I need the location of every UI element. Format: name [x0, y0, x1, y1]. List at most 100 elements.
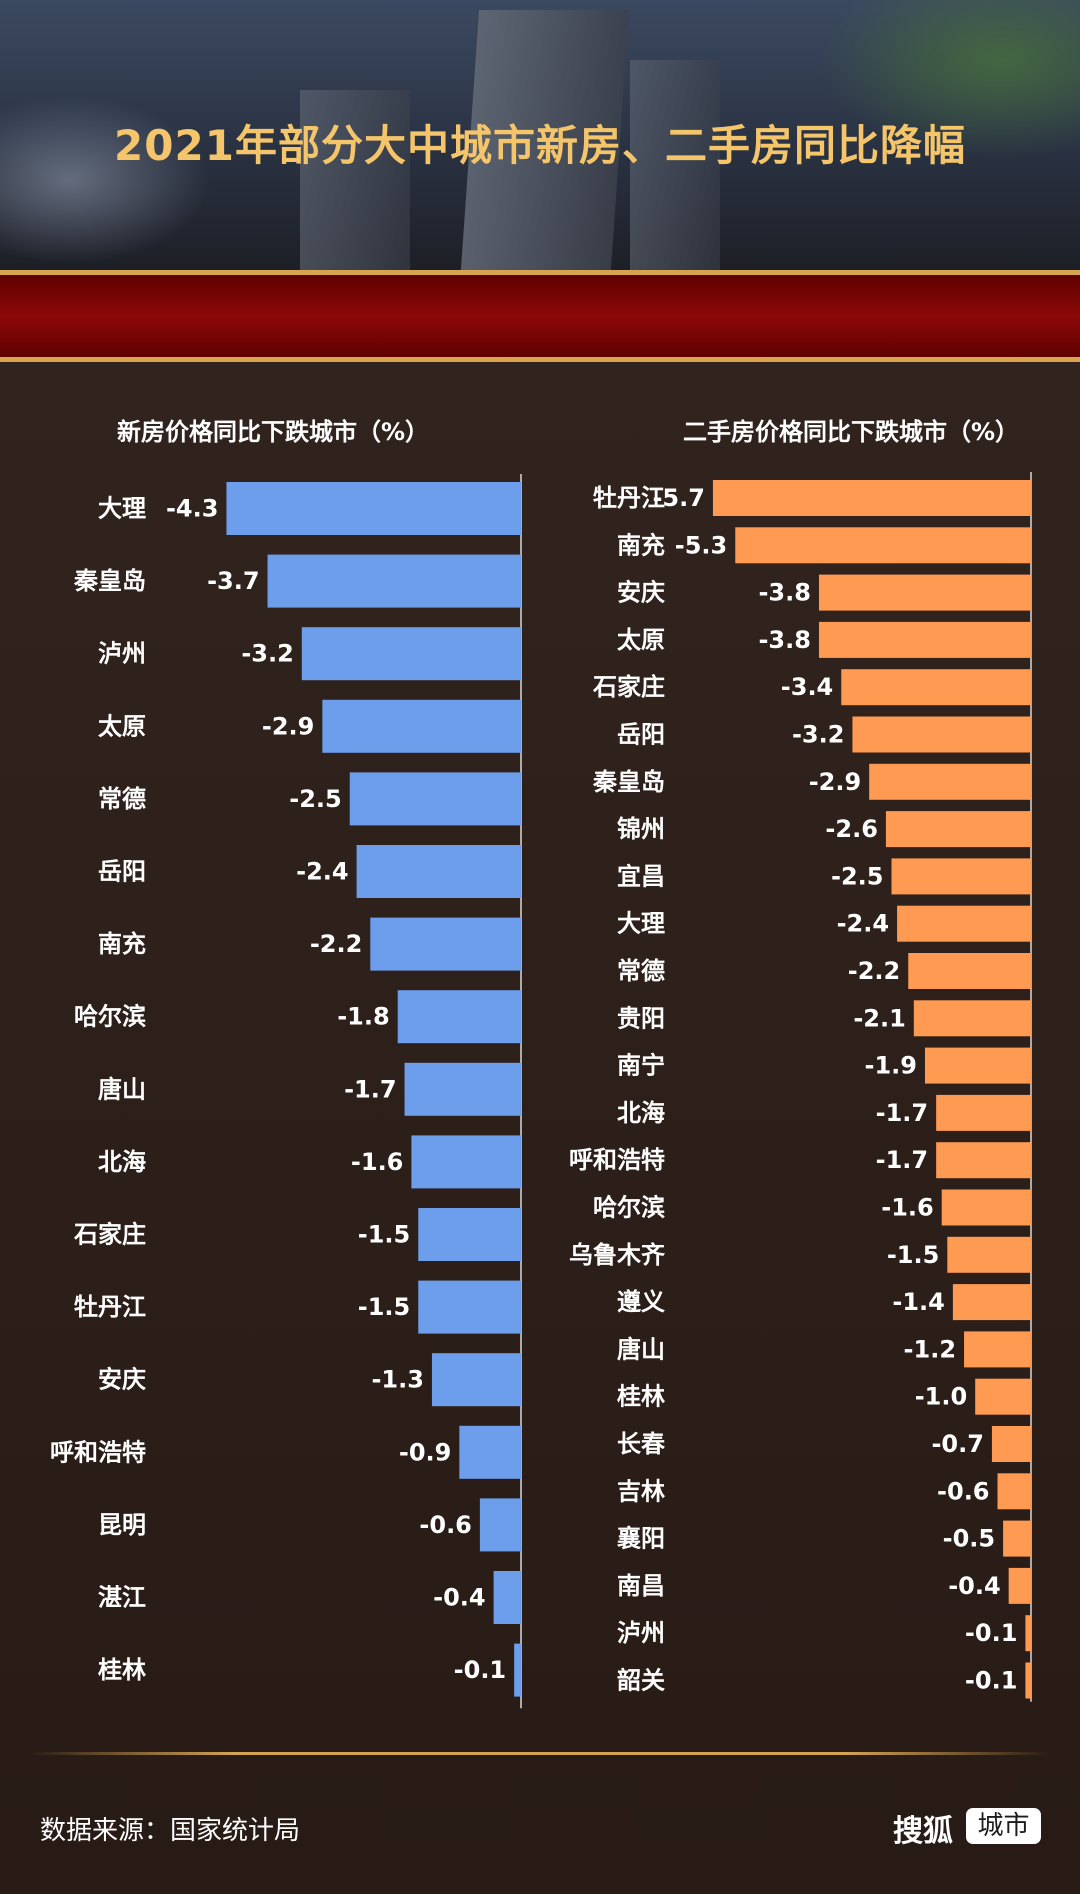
second-category-label: 安庆 — [617, 579, 665, 607]
data-source: 数据来源：国家统计局 — [40, 1816, 301, 1846]
second-data-label: -1.2 — [904, 1335, 956, 1363]
second-data-label: -0.1 — [965, 1667, 1017, 1695]
second-data-label: -1.9 — [864, 1052, 916, 1080]
new-category-label: 岳阳 — [98, 858, 146, 886]
new-bar — [493, 1571, 521, 1624]
new-category-label: 泸州 — [98, 640, 146, 668]
new-data-label: -2.2 — [310, 930, 362, 958]
second-bar — [1025, 1615, 1031, 1652]
second-category-label: 泸州 — [617, 1619, 665, 1647]
second-category-label: 长春 — [617, 1430, 665, 1458]
second-data-label: -0.7 — [931, 1430, 983, 1458]
new-data-label: -0.6 — [419, 1511, 471, 1539]
second-data-label: -0.6 — [937, 1477, 989, 1505]
new-data-label: -1.8 — [337, 1003, 389, 1031]
building-illustration — [630, 60, 720, 270]
new-bar — [431, 1353, 521, 1407]
new-data-label: -1.5 — [358, 1293, 410, 1321]
second-bar — [818, 574, 1031, 611]
second-category-label: 贵阳 — [617, 1004, 665, 1032]
second-category-label: 韶关 — [617, 1667, 665, 1695]
building-illustration — [300, 90, 410, 270]
second-bar — [869, 763, 1031, 800]
new-bar — [397, 990, 521, 1044]
new-bar — [370, 917, 521, 971]
new-bar — [479, 1498, 521, 1552]
second-category-label: 宜昌 — [617, 862, 665, 890]
second-category-label: 太原 — [617, 626, 665, 654]
second-category-label: 岳阳 — [617, 721, 665, 749]
new-data-label: -2.9 — [262, 712, 314, 740]
new-category-label: 秦皇岛 — [73, 567, 146, 595]
second-data-label: -1.7 — [876, 1146, 928, 1174]
new-data-label: -3.7 — [207, 567, 259, 595]
second-bar — [1003, 1520, 1031, 1557]
new-data-label: -2.5 — [289, 785, 341, 813]
second-category-label: 石家庄 — [592, 673, 665, 701]
new-data-label: -4.3 — [166, 495, 218, 523]
second-bar — [885, 811, 1031, 848]
new-category-label: 常德 — [98, 785, 146, 813]
new-data-label: -0.1 — [454, 1656, 506, 1684]
second-data-label: -2.5 — [831, 862, 883, 890]
second-data-label: -3.2 — [792, 721, 844, 749]
new-category-label: 南充 — [98, 930, 146, 958]
new-category-label: 安庆 — [98, 1366, 146, 1394]
second-category-label: 北海 — [617, 1099, 665, 1127]
second-data-label: -0.1 — [965, 1619, 1017, 1647]
new-bar — [404, 1062, 521, 1116]
header-banner — [0, 0, 1080, 270]
second-data-label: -1.5 — [887, 1241, 939, 1269]
second-bar — [975, 1378, 1031, 1415]
second-data-label: -2.1 — [853, 1004, 905, 1032]
second-bar — [952, 1284, 1031, 1321]
second-category-label: 常德 — [617, 957, 665, 985]
new-bar — [418, 1280, 521, 1334]
new-data-label: -1.6 — [351, 1148, 403, 1176]
second-bar — [913, 1000, 1031, 1037]
second-category-label: 锦州 — [617, 815, 665, 843]
new-category-label: 湛江 — [98, 1584, 146, 1612]
new-bar — [418, 1208, 521, 1261]
new-data-label: -3.2 — [241, 640, 293, 668]
second-bar — [941, 1189, 1031, 1226]
second-category-label: 南充 — [617, 531, 665, 559]
second-bar — [1008, 1567, 1031, 1604]
footer-divider — [30, 1752, 1050, 1755]
second-category-label: 唐山 — [617, 1335, 665, 1363]
second-bar — [964, 1331, 1031, 1368]
second-bar — [908, 953, 1031, 989]
second-bar — [991, 1426, 1031, 1462]
chart-panel — [0, 362, 1080, 1894]
second-hand-chart-title: 二手房价格同比下跌城市（%） — [683, 418, 1020, 446]
second-category-label: 大理 — [617, 910, 665, 938]
second-data-label: -5.3 — [675, 531, 727, 559]
second-bar — [852, 716, 1031, 753]
second-category-label: 桂林 — [617, 1383, 665, 1411]
second-bar — [997, 1473, 1031, 1510]
second-bar — [891, 858, 1031, 895]
new-bar — [301, 627, 521, 681]
second-category-label: 南宁 — [617, 1052, 665, 1080]
new-data-label: -0.9 — [399, 1438, 451, 1466]
second-data-label: -2.9 — [809, 768, 861, 796]
second-data-label: -0.4 — [948, 1572, 1000, 1600]
brand-tag: 城市 — [966, 1808, 1041, 1844]
second-bar — [947, 1236, 1031, 1273]
new-house-chart-title: 新房价格同比下跌城市（%） — [117, 418, 430, 446]
second-bar — [936, 1094, 1031, 1131]
new-category-label: 北海 — [98, 1148, 146, 1176]
new-bar — [411, 1135, 521, 1189]
second-category-label: 哈尔滨 — [593, 1194, 665, 1222]
second-category-label: 秦皇岛 — [592, 768, 665, 796]
decorative-ribbon — [0, 270, 1080, 362]
new-category-label: 哈尔滨 — [74, 1003, 146, 1031]
second-category-label: 襄阳 — [616, 1525, 665, 1553]
new-category-label: 昆明 — [98, 1511, 146, 1539]
second-bar — [936, 1142, 1031, 1179]
second-data-label: -0.5 — [943, 1525, 995, 1553]
second-data-label: -2.2 — [848, 957, 900, 985]
page-title: 2021年部分大中城市新房、二手房同比降幅 — [114, 121, 966, 170]
new-bar — [267, 554, 521, 608]
